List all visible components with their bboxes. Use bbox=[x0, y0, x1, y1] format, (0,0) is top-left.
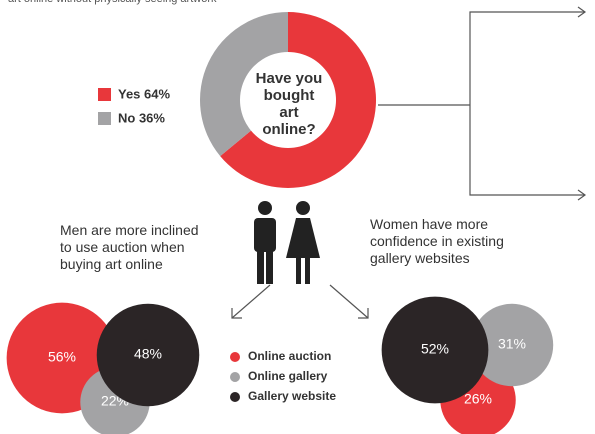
bracket bbox=[231, 6, 587, 319]
donut-title: Have you bought art online? bbox=[255, 70, 323, 138]
donut-slice bbox=[220, 12, 377, 189]
people-icons bbox=[254, 201, 320, 284]
legend-label: Yes 64% bbox=[118, 86, 170, 101]
legend-label: No 36% bbox=[118, 110, 165, 125]
bubble bbox=[381, 296, 489, 404]
legend-swatch bbox=[98, 112, 111, 125]
bubble-label: 26% bbox=[464, 391, 492, 407]
bubble-label: 48% bbox=[134, 346, 162, 362]
men-title: Men are more inclined to use auction whe… bbox=[60, 222, 199, 272]
bubble bbox=[470, 303, 554, 387]
donut-slice bbox=[200, 12, 288, 157]
header-text: art online without physically seeing art… bbox=[8, 0, 217, 8]
bubble bbox=[96, 303, 200, 407]
legend-swatch bbox=[98, 88, 111, 101]
legend-dot bbox=[230, 372, 240, 382]
bubble-label: 52% bbox=[421, 341, 449, 357]
bubble-label: 56% bbox=[48, 349, 76, 365]
bubble-label: 31% bbox=[498, 336, 526, 352]
legend-label: Online auction bbox=[248, 349, 331, 363]
legend-dot bbox=[230, 392, 240, 402]
women-title: Women have more confidence in existing g… bbox=[370, 216, 504, 266]
legend-label: Online gallery bbox=[248, 369, 328, 383]
legend-dot bbox=[230, 352, 240, 362]
legend-label: Gallery website bbox=[248, 389, 336, 403]
